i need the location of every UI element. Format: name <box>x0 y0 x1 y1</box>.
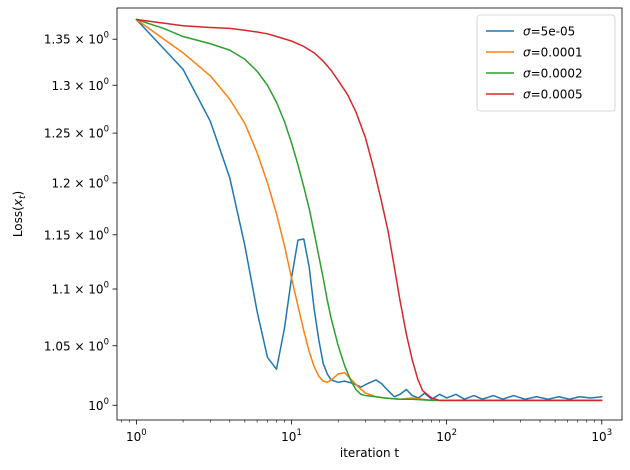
legend-label-2: σ=0.0002 <box>523 67 583 81</box>
y-tick-label: 100 <box>88 397 109 413</box>
legend: σ=5e-05 σ=0.0001 σ=0.0002 σ=0.0005 <box>476 14 616 112</box>
x-tick-label: 103 <box>591 428 612 444</box>
series-line-2 <box>135 18 603 402</box>
x-tick-label: 102 <box>436 428 457 444</box>
y-tick-label: 1.35 × 100 <box>44 31 109 47</box>
x-axis-label: iteration t <box>340 446 400 460</box>
x-tick-label: 101 <box>281 428 302 444</box>
series-layer <box>135 18 603 402</box>
legend-label-0: σ=5e-05 <box>523 25 575 39</box>
axes-layer: 100 101 102 103 100 1.05 × 100 1.1 × 100 1.15 ×… <box>11 7 623 460</box>
series-line-3 <box>135 18 603 402</box>
y-tick-label: 1.05 × 100 <box>44 337 109 353</box>
legend-label-1: σ=0.0001 <box>523 46 583 60</box>
y-axis-label: Loss(xt) <box>11 191 28 237</box>
legend-label-3: σ=0.0005 <box>523 88 583 102</box>
plot-frame <box>116 7 623 421</box>
y-tick-label: 1.3 × 100 <box>52 77 109 93</box>
y-tick-label: 1.2 × 100 <box>52 174 109 190</box>
legend-box <box>476 14 616 112</box>
y-tick-label: 1.25 × 100 <box>44 125 109 141</box>
x-tick-label: 100 <box>126 428 147 444</box>
y-tick-label: 1.15 × 100 <box>44 226 109 242</box>
series-line-0 <box>135 18 603 400</box>
y-tick-label: 1.1 × 100 <box>52 281 109 297</box>
